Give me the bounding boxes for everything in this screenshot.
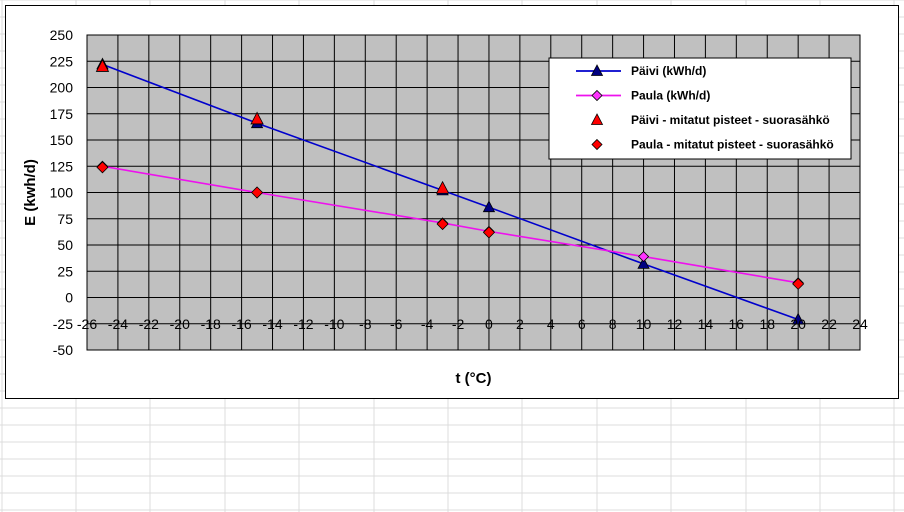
x-tick-label: 22 xyxy=(821,316,837,332)
y-tick-label: -25 xyxy=(53,316,73,332)
y-tick-label: 175 xyxy=(50,106,74,122)
x-tick-label: -20 xyxy=(170,316,190,332)
y-tick-label: 225 xyxy=(50,53,74,69)
chart-area[interactable]: -50 -25 0 25 50 75 100 125 150 175 200 225 250 -26 -24… xyxy=(5,5,899,399)
data-point xyxy=(250,111,264,125)
legend-marker xyxy=(590,113,604,125)
x-tick-label: 14 xyxy=(698,316,714,332)
data-point xyxy=(482,226,496,239)
x-tick-label: -24 xyxy=(108,316,128,332)
data-point xyxy=(637,257,650,269)
y-tick-label: 250 xyxy=(50,27,74,43)
x-tick-label: 12 xyxy=(667,316,683,332)
data-point xyxy=(96,161,109,174)
data-point xyxy=(637,250,650,263)
series-line xyxy=(102,63,799,321)
legend-marker xyxy=(591,89,603,102)
series-4 xyxy=(96,161,805,290)
x-tick-label: -2 xyxy=(452,316,465,332)
x-tick-label: 4 xyxy=(547,316,555,332)
y-tick-label: 0 xyxy=(65,290,73,306)
data-point xyxy=(436,217,449,231)
x-tick-label: 0 xyxy=(485,316,493,332)
legend-label: Paula - mitatut pisteet - suorasähkö xyxy=(631,138,834,152)
x-tick-label: 10 xyxy=(636,316,652,332)
x-tick-label: 16 xyxy=(729,316,745,332)
legend-marker xyxy=(590,64,604,76)
y-tick-label: 125 xyxy=(50,158,74,174)
x-axis-title: t (°C) xyxy=(456,370,492,387)
x-tick-label: -14 xyxy=(262,316,282,332)
x-tick-label: -4 xyxy=(421,316,434,332)
legend-item: Päivi - mitatut pisteet - suorasähkö xyxy=(590,113,830,127)
x-tick-label: 6 xyxy=(578,316,586,332)
x-tick-label: -12 xyxy=(293,316,313,332)
data-point xyxy=(791,312,805,325)
x-tick-label: -18 xyxy=(201,316,221,332)
y-tick-label: 150 xyxy=(50,132,74,148)
legend[interactable]: Päivi (kWh/d) Paula (kWh/d) Päivi - mitatu… xyxy=(548,57,852,160)
y-tick-label: -50 xyxy=(53,342,73,358)
data-point xyxy=(250,186,264,199)
data-point xyxy=(95,59,110,72)
x-tick-label: -22 xyxy=(139,316,159,332)
x-tick-label: -6 xyxy=(390,316,403,332)
x-tick-label: 24 xyxy=(852,316,868,332)
y-tick-label: 75 xyxy=(57,211,73,227)
legend-item: Päivi (kWh/d) xyxy=(576,64,706,78)
x-tick-label: -8 xyxy=(359,316,372,332)
chart-marks xyxy=(95,57,805,325)
legend-marker xyxy=(591,138,603,151)
legend-label: Päivi - mitatut pisteet - suorasähkö xyxy=(631,113,830,127)
series-3 xyxy=(95,59,450,194)
data-point xyxy=(482,200,496,213)
x-tick-label: -26 xyxy=(77,316,97,332)
legend-item: Paula (kWh/d) xyxy=(576,89,710,103)
x-tick-label: 18 xyxy=(759,316,775,332)
x-tick-label: -16 xyxy=(231,316,251,332)
y-tick-label: 100 xyxy=(50,185,74,201)
legend-label: Paula (kWh/d) xyxy=(631,89,710,103)
series-line xyxy=(102,165,799,284)
x-tick-label: 8 xyxy=(609,316,617,332)
y-axis-title: E (kwh/d) xyxy=(22,159,39,226)
data-point xyxy=(435,180,450,194)
y-tick-label: 200 xyxy=(50,80,74,96)
x-tick-label: 20 xyxy=(790,316,806,332)
legend-label: Päivi (kWh/d) xyxy=(631,64,706,78)
y-tick-label: 25 xyxy=(57,263,73,279)
x-tick-label: 2 xyxy=(516,316,524,332)
y-tick-label: 50 xyxy=(57,237,73,253)
data-point xyxy=(792,277,805,290)
legend-item: Paula - mitatut pisteet - suorasähkö xyxy=(591,138,834,152)
x-tick-label: -10 xyxy=(324,316,344,332)
